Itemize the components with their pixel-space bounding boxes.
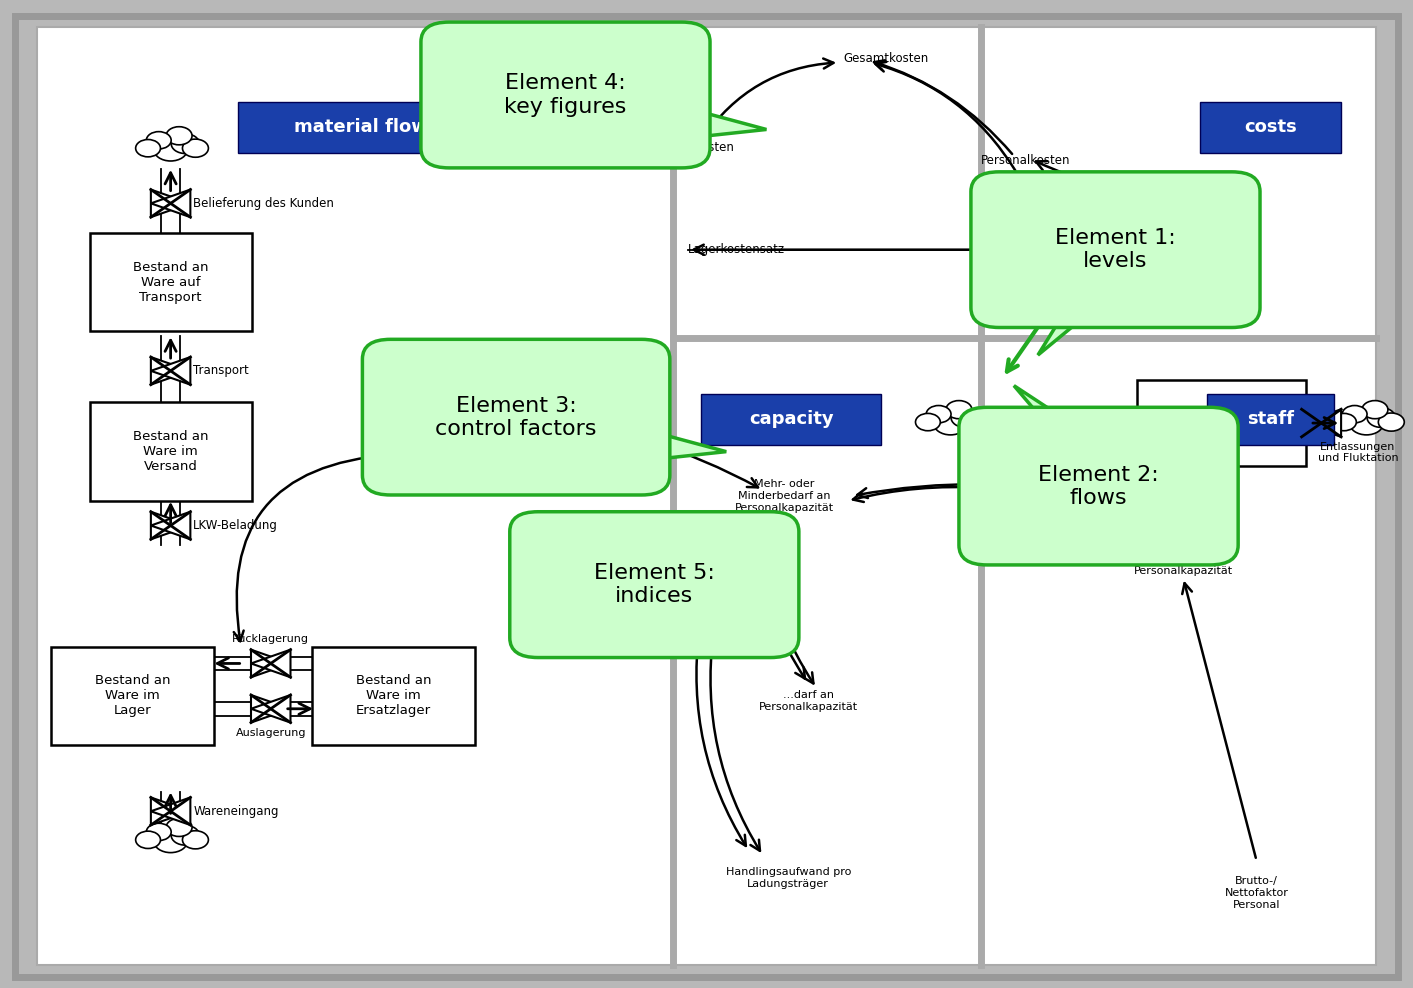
Circle shape <box>154 829 188 853</box>
Circle shape <box>147 131 171 149</box>
Text: Einstellungen: Einstellungen <box>969 442 1050 454</box>
FancyBboxPatch shape <box>362 339 670 495</box>
Text: ...darf an
Personalkapazität: ...darf an Personalkapazität <box>759 690 858 711</box>
Circle shape <box>951 408 979 428</box>
Polygon shape <box>1301 409 1341 437</box>
Circle shape <box>1362 400 1388 419</box>
Text: Bestand an
Ware auf
Transport: Bestand an Ware auf Transport <box>133 261 208 303</box>
Text: Bestand an
Ware im
Ersatzlager: Bestand an Ware im Ersatzlager <box>356 675 431 717</box>
Text: Personalkosten: Personalkosten <box>981 154 1070 168</box>
Polygon shape <box>675 105 766 139</box>
Text: Wareneingang: Wareneingang <box>194 805 278 818</box>
Polygon shape <box>252 650 291 677</box>
Text: Handlingsaufwand pro
Ladungsträger: Handlingsaufwand pro Ladungsträger <box>726 867 851 889</box>
FancyBboxPatch shape <box>16 16 1397 977</box>
Circle shape <box>962 413 988 431</box>
Circle shape <box>1366 408 1395 428</box>
Polygon shape <box>252 695 291 722</box>
Circle shape <box>171 825 199 845</box>
FancyBboxPatch shape <box>701 393 882 445</box>
Circle shape <box>1331 413 1356 431</box>
FancyBboxPatch shape <box>89 402 252 501</box>
Text: Element 5:
indices: Element 5: indices <box>593 563 715 607</box>
Circle shape <box>147 823 171 841</box>
Text: verfügbares
Personal: verfügbares Personal <box>1181 409 1262 437</box>
Text: Auslagerung: Auslagerung <box>236 728 307 738</box>
Text: Bestandskosten: Bestandskosten <box>642 140 735 154</box>
Text: Element 3:
control factors: Element 3: control factors <box>435 395 596 439</box>
Text: <Gesamtbestand
a...: <Gesamtbestand a... <box>400 451 499 472</box>
Circle shape <box>1342 405 1366 423</box>
Polygon shape <box>151 357 191 384</box>
FancyBboxPatch shape <box>51 647 213 745</box>
Text: Gesamtkosten: Gesamtkosten <box>844 52 928 65</box>
FancyBboxPatch shape <box>312 647 475 745</box>
Circle shape <box>945 400 972 419</box>
Text: LKW-Beladung: LKW-Beladung <box>194 519 278 532</box>
Circle shape <box>136 831 161 849</box>
Polygon shape <box>151 797 191 825</box>
Text: staff: staff <box>1248 410 1294 428</box>
Circle shape <box>1349 411 1383 435</box>
FancyBboxPatch shape <box>1200 102 1341 153</box>
Circle shape <box>171 133 199 153</box>
FancyBboxPatch shape <box>1207 393 1334 445</box>
FancyBboxPatch shape <box>510 512 798 658</box>
Polygon shape <box>151 190 191 217</box>
Circle shape <box>167 126 192 145</box>
Text: capacity: capacity <box>749 410 834 428</box>
Polygon shape <box>1039 303 1101 355</box>
FancyBboxPatch shape <box>237 102 485 153</box>
Text: Entlassungen
und Fluktation: Entlassungen und Fluktation <box>1318 442 1399 463</box>
Circle shape <box>926 405 951 423</box>
Polygon shape <box>252 650 291 677</box>
FancyBboxPatch shape <box>971 172 1260 327</box>
Circle shape <box>916 413 940 431</box>
Text: verfügbare
Personalkapazität: verfügbare Personalkapazität <box>1133 554 1232 576</box>
FancyBboxPatch shape <box>959 407 1238 565</box>
Circle shape <box>167 818 192 837</box>
Polygon shape <box>998 409 1037 437</box>
Text: costs: costs <box>1245 119 1297 136</box>
Circle shape <box>136 139 161 157</box>
Circle shape <box>1378 413 1405 431</box>
Text: Belieferung des Kunden: Belieferung des Kunden <box>194 197 333 209</box>
Text: material flow: material flow <box>294 119 428 136</box>
Polygon shape <box>252 695 291 722</box>
Circle shape <box>934 411 968 435</box>
Polygon shape <box>151 357 191 384</box>
Text: Rücklagerung: Rücklagerung <box>232 633 309 644</box>
Polygon shape <box>634 427 726 461</box>
Polygon shape <box>998 409 1037 437</box>
Circle shape <box>154 137 188 161</box>
Text: Lagerkostensatz: Lagerkostensatz <box>688 243 786 256</box>
Circle shape <box>182 831 208 849</box>
Polygon shape <box>1301 409 1341 437</box>
Text: Transport: Transport <box>194 365 249 377</box>
Polygon shape <box>151 512 191 539</box>
FancyBboxPatch shape <box>37 27 1376 965</box>
Text: Brutto-/
Nettofaktor
Personal: Brutto-/ Nettofaktor Personal <box>1225 876 1289 910</box>
Text: Bestand an
Ware im
Versand: Bestand an Ware im Versand <box>133 430 208 473</box>
Polygon shape <box>151 512 191 539</box>
Text: Element 2:
flows: Element 2: flows <box>1039 464 1159 508</box>
Circle shape <box>182 139 208 157</box>
Polygon shape <box>1015 385 1084 432</box>
FancyBboxPatch shape <box>89 233 252 331</box>
Text: Mehr- oder
Minderbedarf an
Personalkapazität: Mehr- oder Minderbedarf an Personalkapaz… <box>735 479 834 513</box>
Text: Element 1:
levels: Element 1: levels <box>1056 228 1176 272</box>
Polygon shape <box>151 190 191 217</box>
FancyBboxPatch shape <box>1136 379 1306 466</box>
Text: Element 4:
key figures: Element 4: key figures <box>504 73 626 117</box>
Polygon shape <box>151 797 191 825</box>
Text: Bestand an
Ware im
Lager: Bestand an Ware im Lager <box>95 675 171 717</box>
FancyBboxPatch shape <box>421 22 709 168</box>
